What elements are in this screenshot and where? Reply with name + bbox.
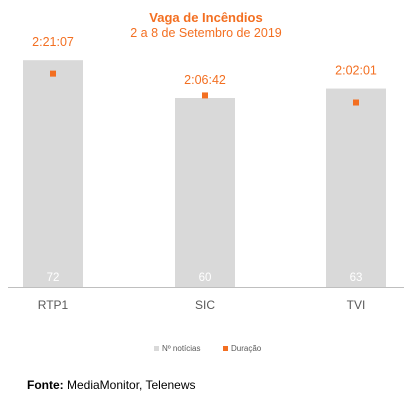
duration-label: 2:02:01 <box>335 64 377 78</box>
bar-value-label: 72 <box>47 272 60 284</box>
legend-swatch-duration <box>223 346 228 351</box>
chart-subtitle: 2 a 8 de Setembro de 2019 <box>130 26 282 40</box>
legend-label-bars: Nº notícias <box>162 344 201 353</box>
category-label: TVI <box>347 298 366 312</box>
bar-value-label: 63 <box>350 272 363 284</box>
category-label: SIC <box>195 298 215 312</box>
chart-title: Vaga de Incêndios <box>149 10 262 25</box>
bar-tvi <box>326 88 386 287</box>
category-label: RTP1 <box>38 298 69 312</box>
duration-marker-tvi <box>353 99 359 106</box>
source-note: Fonte: MediaMonitor, Telenews <box>27 378 196 392</box>
plot-area: 72 2:21:07 60 2:06:42 63 2:02:01 <box>23 35 386 288</box>
bar-rtp1 <box>23 60 83 288</box>
duration-marker-rtp1 <box>50 70 56 77</box>
source-text: MediaMonitor, Telenews <box>67 378 196 392</box>
category-axis: RTP1 SIC TVI <box>38 298 366 312</box>
duration-label: 2:21:07 <box>32 35 74 49</box>
bar-sic <box>175 98 235 287</box>
bar-value-label: 60 <box>199 272 212 284</box>
duration-label: 2:06:42 <box>184 73 226 87</box>
legend: Nº notícias Duração <box>154 344 262 353</box>
duration-marker-sic <box>202 92 208 99</box>
legend-swatch-bars <box>154 346 159 351</box>
legend-label-duration: Duração <box>231 344 262 353</box>
source-label: Fonte: <box>27 378 64 392</box>
